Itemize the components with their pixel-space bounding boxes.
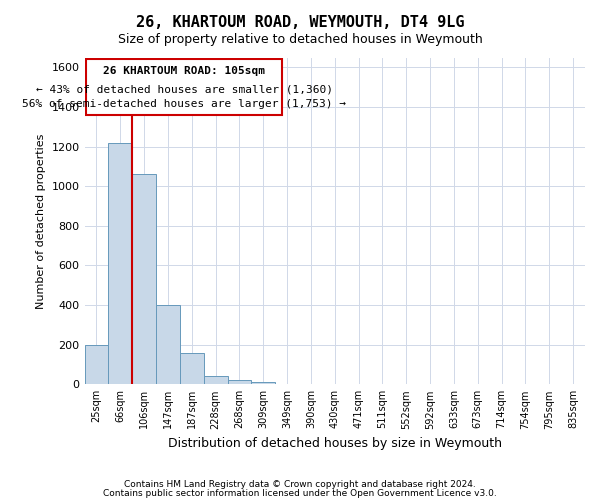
Text: 56% of semi-detached houses are larger (1,753) →: 56% of semi-detached houses are larger (… <box>22 100 346 110</box>
Text: 26 KHARTOUM ROAD: 105sqm: 26 KHARTOUM ROAD: 105sqm <box>103 66 265 76</box>
Bar <box>251 382 275 384</box>
FancyBboxPatch shape <box>86 60 283 115</box>
Bar <box>180 352 204 384</box>
Bar <box>109 142 132 384</box>
Text: Contains HM Land Registry data © Crown copyright and database right 2024.: Contains HM Land Registry data © Crown c… <box>124 480 476 489</box>
Y-axis label: Number of detached properties: Number of detached properties <box>36 133 46 308</box>
Bar <box>204 376 227 384</box>
Bar <box>156 305 180 384</box>
Text: Contains public sector information licensed under the Open Government Licence v3: Contains public sector information licen… <box>103 490 497 498</box>
Text: ← 43% of detached houses are smaller (1,360): ← 43% of detached houses are smaller (1,… <box>35 84 332 94</box>
X-axis label: Distribution of detached houses by size in Weymouth: Distribution of detached houses by size … <box>168 437 502 450</box>
Text: Size of property relative to detached houses in Weymouth: Size of property relative to detached ho… <box>118 32 482 46</box>
Bar <box>132 174 156 384</box>
Bar <box>227 380 251 384</box>
Bar <box>85 344 109 385</box>
Text: 26, KHARTOUM ROAD, WEYMOUTH, DT4 9LG: 26, KHARTOUM ROAD, WEYMOUTH, DT4 9LG <box>136 15 464 30</box>
